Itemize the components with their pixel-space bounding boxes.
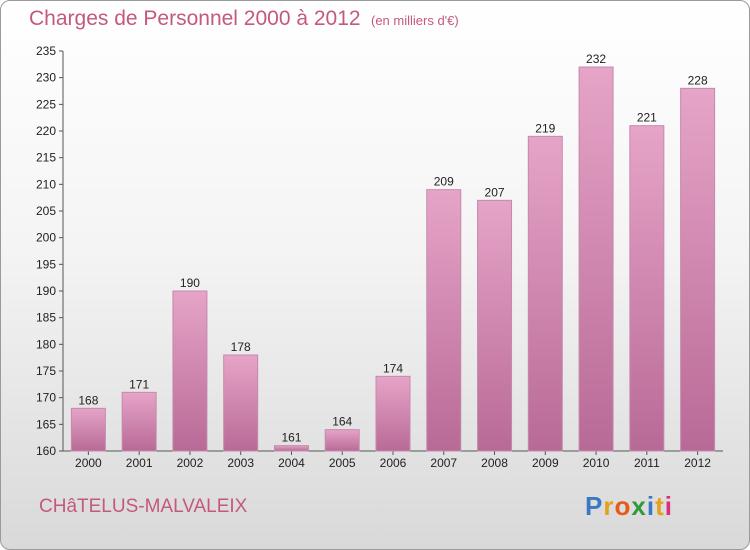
y-tick-label: 205 xyxy=(36,204,56,218)
data-label: 164 xyxy=(332,415,352,429)
x-tick-label: 2001 xyxy=(126,456,153,470)
bar-2000 xyxy=(70,407,106,452)
data-label: 209 xyxy=(434,175,454,189)
bar-2007 xyxy=(426,189,462,452)
x-tick-label: 2005 xyxy=(329,456,356,470)
y-tick-label: 200 xyxy=(36,231,56,245)
y-tick-label: 195 xyxy=(36,257,56,271)
bar-2001 xyxy=(121,391,157,452)
bar-2003 xyxy=(223,354,259,452)
y-tick-label: 160 xyxy=(36,444,56,458)
bar-2008 xyxy=(477,199,513,452)
x-tick-label: 2002 xyxy=(177,456,204,470)
bar-2009 xyxy=(527,135,563,452)
data-label: 232 xyxy=(586,52,606,66)
y-tick-label: 235 xyxy=(36,44,56,58)
commune-name: CHâTELUS-MALVALEIX xyxy=(39,496,248,517)
bar-2006 xyxy=(375,375,411,452)
bar-2010 xyxy=(578,66,614,452)
x-tick-label: 2003 xyxy=(227,456,254,470)
bar-2011 xyxy=(629,125,665,452)
y-tick-label: 215 xyxy=(36,151,56,165)
logo-letter: o xyxy=(614,491,632,521)
data-label: 161 xyxy=(281,431,301,445)
logo-letter: i xyxy=(664,491,673,521)
data-label: 168 xyxy=(78,393,98,407)
chart-subtitle: (en milliers d'€) xyxy=(371,13,459,28)
bar-2012 xyxy=(680,87,716,452)
data-label: 228 xyxy=(688,73,708,87)
bar-2002 xyxy=(172,290,208,452)
x-tick-label: 2012 xyxy=(684,456,711,470)
y-tick-label: 190 xyxy=(36,284,56,298)
data-label: 178 xyxy=(231,340,251,354)
x-tick-label: 2008 xyxy=(481,456,508,470)
data-label: 171 xyxy=(129,377,149,391)
x-tick-label: 2000 xyxy=(75,456,102,470)
data-label: 207 xyxy=(485,185,505,199)
x-tick-label: 2007 xyxy=(430,456,457,470)
data-label: 219 xyxy=(535,121,555,135)
y-tick-label: 225 xyxy=(36,97,56,111)
logo-letter: x xyxy=(631,491,647,521)
data-label: 190 xyxy=(180,276,200,290)
chart-title: Charges de Personnel 2000 à 2012 xyxy=(29,7,361,30)
x-tick-label: 2006 xyxy=(380,456,407,470)
y-tick-label: 170 xyxy=(36,391,56,405)
x-tick-label: 2009 xyxy=(532,456,559,470)
logo-letter: P xyxy=(585,491,604,521)
y-tick-label: 220 xyxy=(36,124,56,138)
logo-letter: t xyxy=(655,491,665,521)
data-label: 221 xyxy=(637,111,657,125)
logo-letter: i xyxy=(646,491,656,521)
x-tick-label: 2011 xyxy=(634,456,660,470)
x-tick-label: 2004 xyxy=(278,456,305,470)
data-label: 174 xyxy=(383,361,403,375)
logo-letter: r xyxy=(603,491,615,521)
y-tick-label: 180 xyxy=(36,337,56,351)
y-tick-label: 210 xyxy=(36,177,56,191)
bar-2005 xyxy=(324,429,360,452)
bar-2004 xyxy=(273,445,309,452)
y-tick-label: 175 xyxy=(36,364,56,378)
proxiti-logo: Proxiti xyxy=(585,491,673,522)
y-tick-label: 165 xyxy=(36,417,56,431)
x-tick-label: 2010 xyxy=(583,456,610,470)
y-tick-label: 230 xyxy=(36,71,56,85)
y-tick-label: 185 xyxy=(36,311,56,325)
